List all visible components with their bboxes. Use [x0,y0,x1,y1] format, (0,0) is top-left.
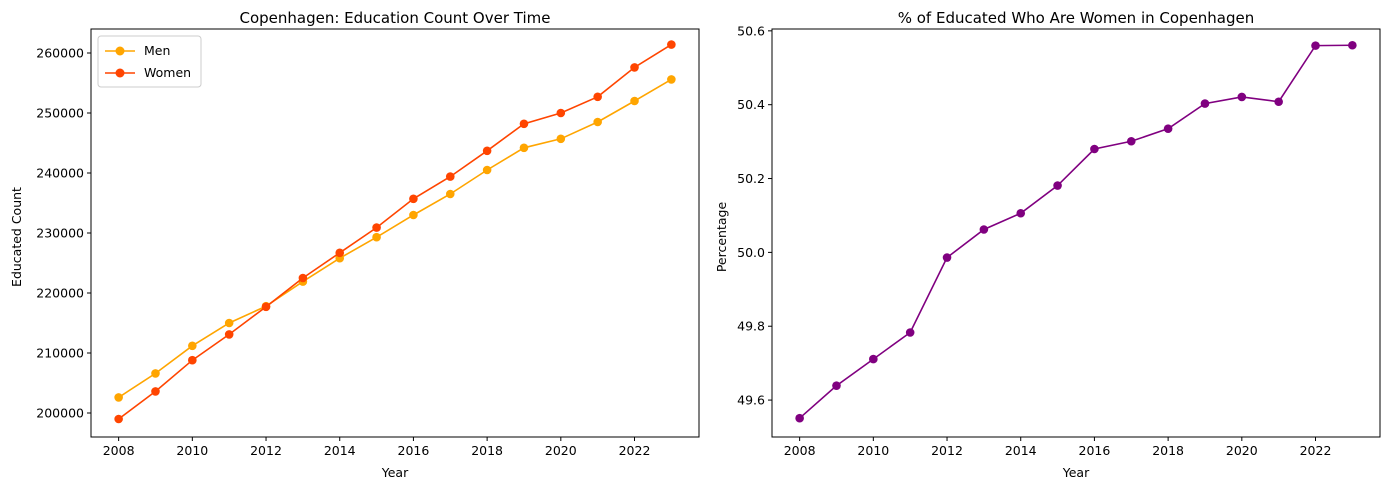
data-point [114,393,123,402]
data-point [593,92,602,102]
data-point [630,96,639,106]
data-point [151,369,160,378]
x-axis-label: Year [381,465,409,480]
x-tick-label: 2014 [1005,443,1037,458]
series-line-men [118,78,672,399]
tick-layer: 2008 2010 2012 2014 2016 2018 2020 2022 200000 21… [36,46,650,459]
legend-label-men: Men [144,43,170,58]
data-point [445,189,455,199]
data-point [372,232,381,242]
data-point [1053,181,1062,190]
y-tick-label: 50.2 [737,171,765,186]
x-tick-label: 2016 [398,443,430,458]
data-point [942,253,952,262]
data-point [832,381,841,390]
mark-layer [114,40,676,424]
data-point [335,248,345,258]
x-axis-label: Year [1062,465,1090,480]
y-tick-label: 50.0 [737,245,765,260]
y-tick-label: 49.8 [737,319,765,334]
data-point [482,146,492,156]
data-point [795,413,804,423]
data-point [224,318,234,328]
x-tick-label: 2016 [1079,443,1111,458]
data-point [593,117,602,127]
data-point [224,330,234,339]
data-point [905,328,915,337]
y-tick-label: 260000 [36,46,84,61]
x-tick-label: 2018 [1152,443,1184,458]
x-tick-label: 2008 [784,443,816,458]
data-point [261,302,271,312]
data-point [151,387,160,396]
data-point [1200,99,1210,108]
data-point [519,143,529,153]
plot-frame [90,28,700,438]
plot-frame [771,28,1381,438]
y-axis-label: Percentage [714,202,729,273]
data-point [1126,136,1136,146]
x-tick-label: 2010 [857,443,889,458]
legend-label-women: Women [144,65,191,80]
data-point [409,194,418,204]
y-axis-label: Educated Count [9,187,24,287]
data-point [1311,41,1320,50]
x-tick-label: 2020 [1226,443,1258,458]
x-tick-label: 2012 [931,443,963,458]
data-point [372,223,381,232]
data-point [188,355,197,365]
x-tick-label: 2008 [103,443,135,458]
y-tick-label: 200000 [36,406,84,421]
data-point [188,341,197,351]
y-tick-label: 220000 [36,286,84,301]
y-tick-label: 240000 [36,166,84,181]
data-point [1163,124,1173,133]
x-tick-label: 2012 [250,443,282,458]
data-point [445,172,455,181]
legend-marker-women [115,68,125,78]
data-point [630,63,639,72]
count-chart: Copenhagen: Education Count Over Time Ye… [9,9,700,480]
series-line-women-share [799,44,1353,419]
data-point [298,273,308,283]
x-tick-label: 2022 [1300,443,1332,458]
y-tick-label: 50.6 [737,23,765,38]
data-point [556,134,566,144]
data-point [667,75,676,84]
data-point [1237,92,1247,102]
x-tick-label: 2022 [619,443,651,458]
data-point [869,354,878,364]
data-point [519,119,529,129]
data-point [482,165,492,175]
percentage-chart: % of Educated Who Are Women in Copenhage… [714,9,1381,480]
data-point [1016,208,1026,218]
y-tick-label: 230000 [36,226,84,241]
y-tick-label: 210000 [36,346,84,361]
data-point [1348,40,1357,50]
y-tick-label: 250000 [36,106,84,121]
data-point [556,108,566,118]
data-point [114,414,123,424]
x-tick-label: 2010 [176,443,208,458]
x-tick-label: 2014 [324,443,356,458]
chart-title: Copenhagen: Education Count Over Time [239,9,550,27]
y-tick-label: 50.4 [737,97,765,112]
data-point [979,225,989,234]
tick-layer: 2008 2010 2012 2014 2016 2018 2020 2022 49.6 49.8… [737,23,1331,458]
legend: Men Women [97,35,202,88]
series-line-women [118,43,672,420]
x-tick-label: 2020 [545,443,577,458]
chart-title: % of Educated Who Are Women in Copenhage… [898,9,1255,27]
data-point [1090,144,1099,154]
y-tick-label: 49.6 [737,393,765,408]
x-tick-label: 2018 [471,443,503,458]
mark-layer [795,40,1357,423]
data-point [1274,97,1283,107]
legend-marker-men [115,46,125,56]
data-point [667,40,676,49]
data-point [409,210,418,220]
